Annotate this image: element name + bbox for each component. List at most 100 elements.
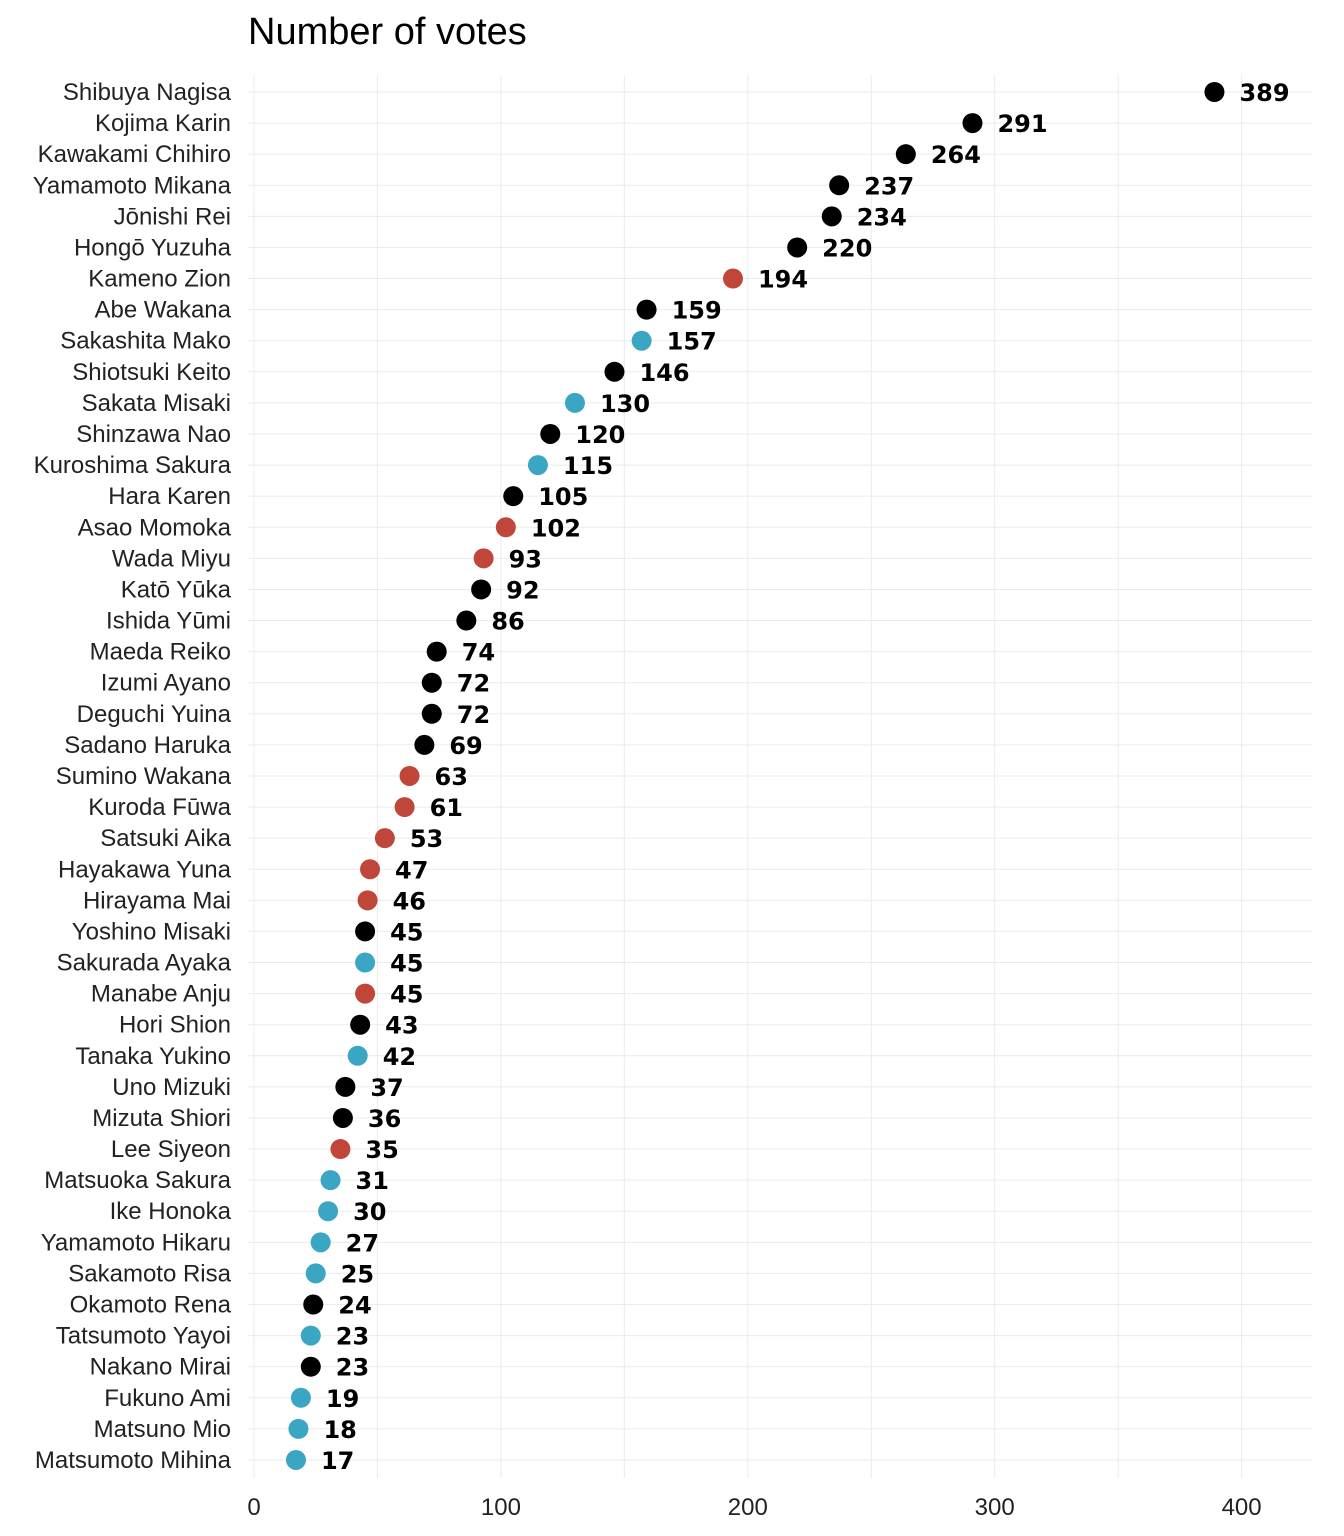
data-row: Izumi Ayano 72 xyxy=(101,670,490,698)
data-row: Hori Shion 43 xyxy=(119,1012,419,1040)
category-label: Jōnishi Rei xyxy=(114,203,231,230)
data-point xyxy=(895,144,916,165)
category-label: Sumino Wakana xyxy=(56,763,232,790)
data-row: Sumino Wakana 63 xyxy=(56,763,468,791)
category-label: Shiotsuki Keito xyxy=(72,359,231,386)
data-point xyxy=(421,703,442,724)
category-label: Hayakawa Yuna xyxy=(58,856,232,883)
value-label: 86 xyxy=(491,608,524,636)
chart-title: Number of votes xyxy=(248,11,527,53)
value-label: 47 xyxy=(395,856,428,884)
data-row: Shinzawa Nao 120 xyxy=(76,421,625,449)
data-point xyxy=(300,1356,321,1377)
data-point xyxy=(631,330,652,351)
data-point xyxy=(332,1107,353,1128)
data-row: Kojima Karin 291 xyxy=(95,110,1048,138)
category-label: Hara Karen xyxy=(108,483,231,510)
data-point xyxy=(355,952,376,973)
category-label: Lee Siyeon xyxy=(111,1136,231,1163)
value-label: 45 xyxy=(390,918,423,946)
data-row: Manabe Anju 45 xyxy=(91,981,424,1009)
data-point xyxy=(320,1170,341,1191)
value-label: 93 xyxy=(509,545,542,573)
data-point xyxy=(288,1418,309,1439)
data-row: Kawakami Chihiro 264 xyxy=(38,141,981,169)
data-point xyxy=(394,797,415,818)
data-row: Kuroshima Sakura 115 xyxy=(34,452,613,480)
data-row: Abe Wakana 159 xyxy=(94,297,721,325)
x-tick-label: 0 xyxy=(247,1494,260,1521)
data-row: Yamamoto Hikaru 27 xyxy=(41,1229,379,1257)
value-label: 35 xyxy=(365,1136,398,1164)
data-row: Sakashita Mako 157 xyxy=(60,328,717,356)
data-point xyxy=(374,828,395,849)
value-label: 37 xyxy=(370,1074,403,1102)
value-label: 23 xyxy=(336,1323,369,1351)
data-point xyxy=(305,1263,326,1284)
x-axis-ticks: 0 100 200 300 400 xyxy=(247,1494,1261,1521)
data-row: Matsuno Mio 18 xyxy=(94,1416,357,1444)
category-label: Yamamoto Hikaru xyxy=(41,1229,231,1256)
value-label: 23 xyxy=(336,1354,369,1382)
value-label: 63 xyxy=(435,763,468,791)
data-row: Uno Mizuki 37 xyxy=(112,1074,403,1102)
category-label: Tatsumoto Yayoi xyxy=(56,1323,231,1350)
category-label: Shibuya Nagisa xyxy=(63,79,232,106)
value-label: 102 xyxy=(531,514,581,542)
value-label: 291 xyxy=(997,110,1047,138)
value-label: 74 xyxy=(462,639,495,667)
category-label: Sakamoto Risa xyxy=(68,1260,231,1287)
data-row: Hongō Yuzuha 220 xyxy=(74,234,872,262)
category-label: Maeda Reiko xyxy=(90,639,231,666)
data-point xyxy=(426,641,447,662)
data-row: Fukuno Ami 19 xyxy=(104,1385,359,1413)
data-row: Katō Yūka 92 xyxy=(121,576,540,604)
data-row: Lee Siyeon 35 xyxy=(111,1136,399,1164)
value-label: 43 xyxy=(385,1012,418,1040)
value-label: 220 xyxy=(822,234,872,262)
data-point xyxy=(310,1232,331,1253)
value-label: 53 xyxy=(410,825,443,853)
value-label: 45 xyxy=(390,950,423,978)
value-label: 36 xyxy=(368,1105,401,1133)
value-label: 46 xyxy=(393,887,426,915)
data-point xyxy=(303,1294,324,1315)
value-label: 159 xyxy=(672,297,722,325)
data-row: Shibuya Nagisa 389 xyxy=(63,79,1290,107)
value-label: 45 xyxy=(390,981,423,1009)
category-label: Sadano Haruka xyxy=(64,732,231,759)
data-point xyxy=(335,1076,356,1097)
data-row: Sakata Misaki 130 xyxy=(82,390,650,418)
category-label: Izumi Ayano xyxy=(101,670,231,697)
data-point xyxy=(399,765,420,786)
category-label: Kuroda Fūwa xyxy=(88,794,231,821)
data-point xyxy=(456,610,477,631)
data-row: Tanaka Yukino 42 xyxy=(75,1043,416,1071)
category-label: Kawakami Chihiro xyxy=(38,141,231,168)
category-label: Katō Yūka xyxy=(121,576,232,603)
value-label: 19 xyxy=(326,1385,359,1413)
data-point xyxy=(829,175,850,196)
category-label: Sakata Misaki xyxy=(82,390,231,417)
category-label: Matsuoka Sakura xyxy=(44,1167,231,1194)
value-label: 157 xyxy=(667,328,717,356)
data-point xyxy=(421,672,442,693)
data-row: Hara Karen 105 xyxy=(108,483,588,511)
value-label: 69 xyxy=(449,732,482,760)
data-row: Hirayama Mai 46 xyxy=(83,887,426,915)
value-label: 31 xyxy=(356,1167,389,1195)
data-point xyxy=(350,1014,371,1035)
value-label: 120 xyxy=(575,421,625,449)
category-label: Asao Momoka xyxy=(78,514,232,541)
data-point xyxy=(495,517,516,538)
value-label: 115 xyxy=(563,452,613,480)
data-row: Maeda Reiko 74 xyxy=(90,639,496,667)
value-label: 30 xyxy=(353,1198,386,1226)
data-row: Tatsumoto Yayoi 23 xyxy=(56,1323,369,1351)
data-point xyxy=(503,486,524,507)
data-row: Sakurada Ayaka 45 xyxy=(57,950,424,978)
value-label: 264 xyxy=(931,141,981,169)
data-point xyxy=(357,890,378,911)
data-row: Nakano Mirai 23 xyxy=(90,1354,370,1382)
